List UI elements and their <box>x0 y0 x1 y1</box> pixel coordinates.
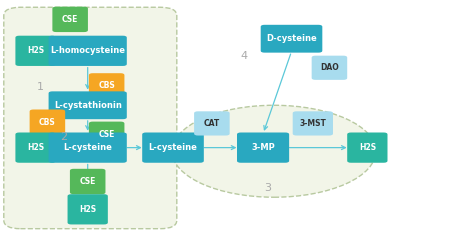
FancyBboxPatch shape <box>89 73 124 98</box>
Text: 1: 1 <box>37 82 44 92</box>
FancyBboxPatch shape <box>15 36 56 66</box>
FancyBboxPatch shape <box>67 194 108 225</box>
Text: L-cystathionin: L-cystathionin <box>54 101 122 110</box>
FancyBboxPatch shape <box>142 132 204 163</box>
FancyBboxPatch shape <box>48 36 127 66</box>
Text: H2S: H2S <box>79 205 96 214</box>
FancyBboxPatch shape <box>48 132 127 163</box>
Text: L-cysteine: L-cysteine <box>63 143 112 152</box>
Text: 3-MST: 3-MST <box>300 119 326 128</box>
Text: CAT: CAT <box>204 119 220 128</box>
Text: CBS: CBS <box>98 81 115 91</box>
Text: L-homocysteine: L-homocysteine <box>50 46 125 55</box>
Text: H2S: H2S <box>27 46 44 55</box>
FancyBboxPatch shape <box>52 7 88 32</box>
FancyBboxPatch shape <box>48 91 127 119</box>
Text: CBS: CBS <box>39 118 56 127</box>
Text: H2S: H2S <box>359 143 376 152</box>
Text: 3: 3 <box>264 182 271 193</box>
Ellipse shape <box>172 105 376 197</box>
FancyBboxPatch shape <box>293 111 333 136</box>
Text: 2: 2 <box>60 132 68 142</box>
FancyBboxPatch shape <box>15 132 56 163</box>
Text: CSE: CSE <box>80 177 96 186</box>
Text: H2S: H2S <box>27 143 44 152</box>
FancyBboxPatch shape <box>29 109 65 135</box>
Text: CSE: CSE <box>99 130 115 139</box>
FancyBboxPatch shape <box>347 132 387 163</box>
FancyBboxPatch shape <box>89 121 124 147</box>
Text: L-cysteine: L-cysteine <box>148 143 198 152</box>
Text: CSE: CSE <box>62 15 78 24</box>
Text: 4: 4 <box>240 51 248 61</box>
FancyBboxPatch shape <box>70 169 105 194</box>
FancyBboxPatch shape <box>237 132 289 163</box>
Text: DAO: DAO <box>320 63 339 72</box>
FancyBboxPatch shape <box>4 7 177 229</box>
Text: D-cysteine: D-cysteine <box>266 34 317 43</box>
FancyBboxPatch shape <box>194 111 229 136</box>
FancyBboxPatch shape <box>311 56 347 80</box>
FancyBboxPatch shape <box>261 25 322 53</box>
Text: 3-MP: 3-MP <box>251 143 275 152</box>
